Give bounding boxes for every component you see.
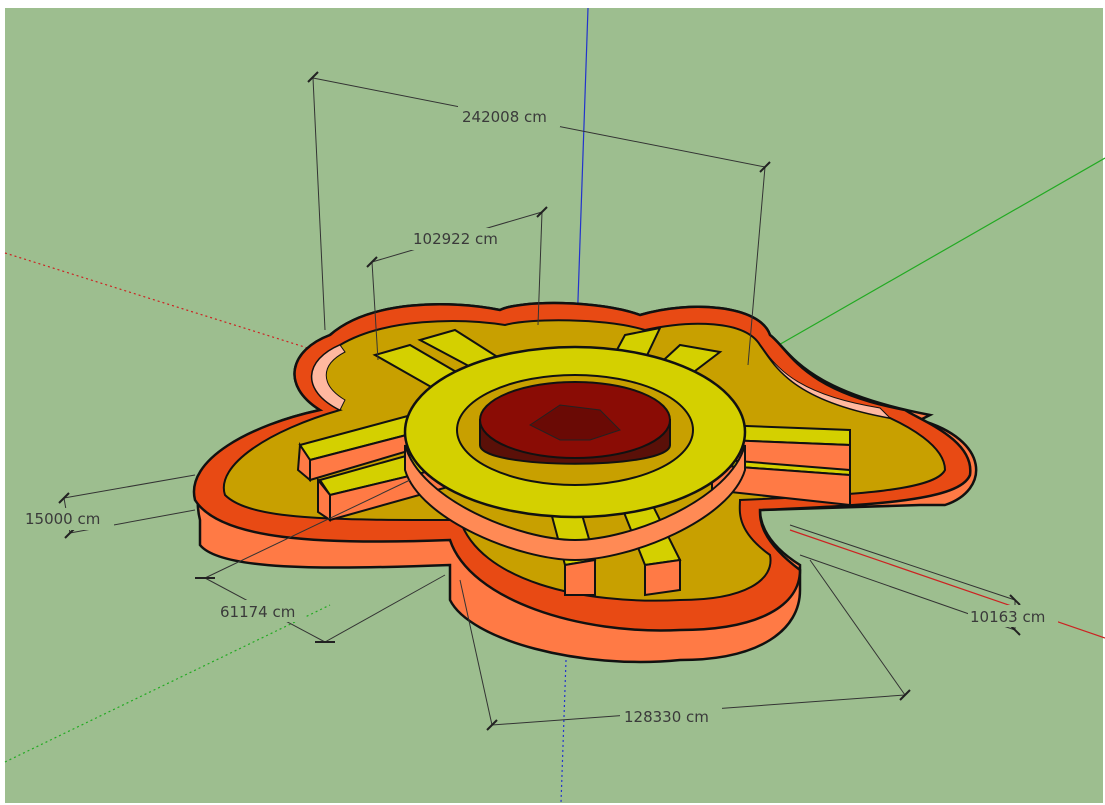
red-axis-dotted — [4, 252, 331, 356]
blue-axis-dotted — [560, 659, 567, 804]
inner-wall-face-right — [759, 344, 892, 419]
dimension-label-backgrounds — [22, 105, 1058, 727]
dimension-overall-width[interactable]: 242008 cm — [462, 108, 547, 126]
dimension-ring-width[interactable]: 102922 cm — [413, 230, 498, 248]
inner-ring-side — [404, 444, 746, 562]
dimension-petal-offset[interactable]: 61174 cm — [220, 603, 295, 621]
inner-wall-face-left — [311, 344, 346, 411]
green-axis — [769, 157, 1105, 351]
dimension-wall-height[interactable]: 15000 cm — [25, 510, 100, 528]
green-axis-dotted — [4, 604, 331, 763]
center-arrow-icon — [529, 404, 621, 441]
dimension-petal-width[interactable]: 128330 cm — [624, 708, 709, 726]
dimension-wall-thickness[interactable]: 10163 cm — [970, 608, 1045, 626]
